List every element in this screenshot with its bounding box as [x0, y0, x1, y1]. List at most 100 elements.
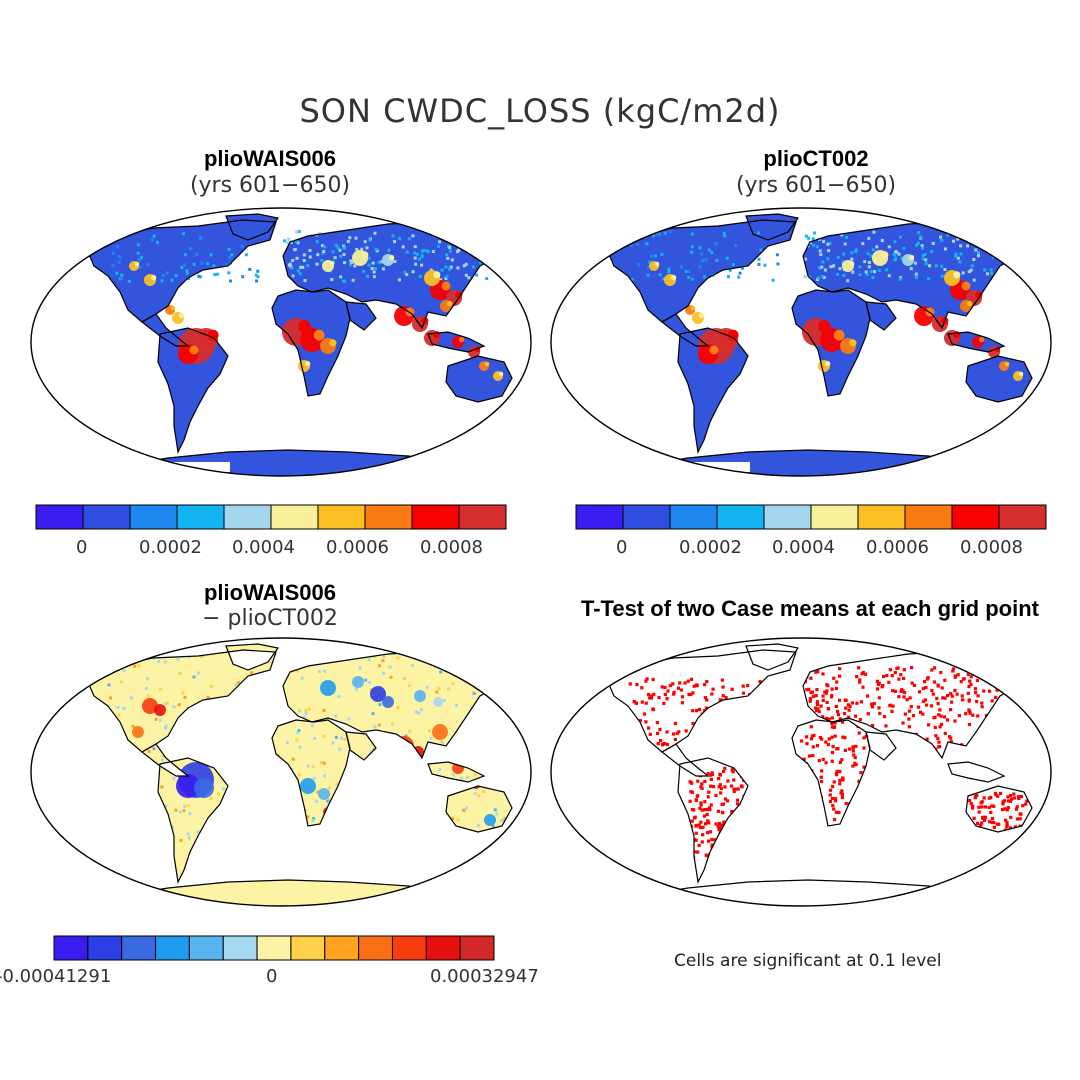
field-cell — [831, 264, 835, 268]
diff-cell — [160, 785, 164, 789]
field-cell — [457, 235, 461, 239]
field-cell — [923, 252, 927, 256]
field-cell — [972, 258, 976, 262]
colorbar-swatch — [411, 504, 460, 530]
diff-cell — [408, 729, 412, 733]
diff-cell — [500, 819, 504, 823]
significant-cell — [987, 669, 991, 673]
significant-cell — [717, 821, 722, 826]
field-cell — [195, 252, 199, 256]
coastline-greenland — [745, 213, 800, 241]
field-cell — [924, 262, 928, 266]
coastline-eurasia — [802, 221, 1019, 330]
field-cell — [737, 275, 741, 279]
field-cell — [956, 256, 960, 260]
coastline-australia — [445, 355, 513, 403]
field-cell — [965, 244, 969, 248]
significant-cell — [716, 809, 721, 813]
significant-cell — [703, 800, 707, 804]
significant-cell — [662, 742, 666, 746]
significant-cell — [719, 791, 723, 795]
diff-cell — [473, 792, 477, 796]
significant-cell — [693, 815, 697, 819]
field-cell — [240, 244, 244, 248]
field-cell — [924, 258, 928, 262]
significant-cell — [703, 822, 708, 826]
field-cell — [921, 253, 925, 257]
field-cell — [161, 274, 165, 278]
diff-cell — [164, 726, 168, 730]
significant-cell — [891, 689, 895, 693]
field-cell — [636, 242, 640, 246]
significant-cell — [638, 719, 642, 723]
diff-cell — [347, 717, 351, 721]
diff-cell — [183, 695, 187, 699]
significant-cell — [893, 689, 898, 693]
field-cell — [479, 261, 483, 265]
field-cell — [967, 270, 971, 274]
significant-cell — [834, 686, 839, 691]
significant-cell — [692, 684, 696, 688]
significant-cell — [996, 794, 1000, 798]
field-cell — [170, 278, 174, 282]
coastline-eurasia — [282, 221, 499, 330]
diff-cell — [306, 815, 310, 819]
field-cell — [372, 270, 376, 274]
significant-cell — [651, 707, 655, 711]
field-cell — [455, 233, 459, 237]
significant-cell — [697, 823, 701, 827]
significant-cell — [719, 786, 723, 790]
field-cell — [373, 267, 377, 271]
coastline-australia — [445, 785, 513, 833]
diff-cell — [466, 657, 470, 661]
field-cell — [865, 273, 869, 277]
field-hotspot — [698, 312, 705, 319]
significant-cell — [853, 761, 857, 765]
field-cell — [951, 239, 955, 243]
diff-cell — [174, 808, 178, 812]
diff-cell — [152, 747, 156, 751]
significant-cell — [735, 798, 740, 802]
field-cell — [377, 260, 381, 264]
field-hotspot — [304, 360, 311, 367]
significant-cell — [815, 687, 819, 692]
field-hotspot — [848, 260, 855, 267]
diff-cell — [440, 739, 444, 743]
diff-cell — [451, 682, 455, 686]
significant-cell — [683, 681, 687, 685]
significant-cell — [855, 675, 859, 679]
field-cell — [630, 277, 634, 281]
field-cell — [850, 257, 854, 261]
diff-cell — [147, 749, 151, 753]
significant-cell — [857, 666, 861, 670]
colorbar-swatch — [364, 504, 413, 530]
significant-cell — [821, 757, 825, 761]
diff-cell — [311, 819, 315, 823]
field-cell — [836, 272, 840, 276]
field-cell — [291, 258, 295, 262]
significant-cell — [725, 799, 730, 803]
colorbar-swatch — [458, 504, 507, 530]
significant-cell — [887, 680, 891, 685]
significant-cell — [877, 706, 881, 710]
diff-cell — [197, 671, 201, 675]
field-cell — [804, 234, 808, 238]
significant-cell — [841, 778, 845, 782]
diff-cell — [297, 773, 301, 777]
field-cell — [1013, 231, 1017, 235]
diff-cell — [368, 681, 372, 685]
significant-cell — [699, 801, 703, 805]
diff-cell — [310, 724, 314, 728]
field-cell — [650, 254, 654, 258]
diff-cell — [364, 678, 368, 682]
diff-cell — [295, 738, 299, 742]
colorbar-swatch — [951, 504, 1000, 530]
significant-cell — [758, 680, 762, 684]
significant-cell — [973, 796, 977, 800]
diff-cell — [378, 703, 382, 707]
significant-cell — [1015, 805, 1019, 809]
field-cell — [380, 260, 384, 264]
field-cell — [703, 275, 707, 279]
field-cell — [917, 231, 921, 235]
field-cell — [411, 234, 415, 238]
